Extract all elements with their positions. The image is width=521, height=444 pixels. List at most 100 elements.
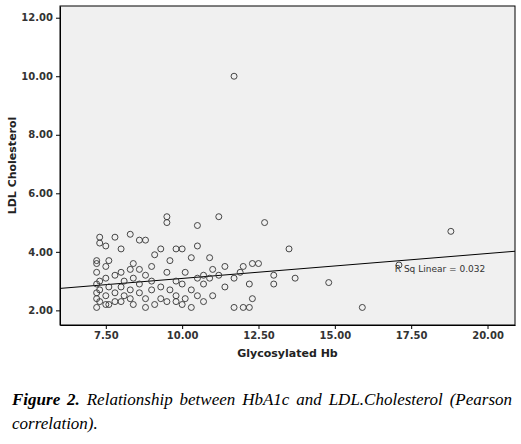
point — [173, 299, 179, 305]
y-tick-mark — [56, 135, 60, 136]
point — [127, 266, 133, 272]
point — [262, 220, 268, 226]
point — [231, 275, 237, 281]
point — [194, 243, 200, 249]
point — [97, 287, 103, 293]
point — [201, 299, 207, 305]
point — [194, 275, 200, 281]
y-tick-label: 6.00 — [28, 188, 53, 199]
point — [164, 220, 170, 226]
point — [182, 296, 188, 302]
point — [94, 269, 100, 275]
point — [103, 263, 109, 269]
point — [255, 261, 261, 267]
point — [179, 281, 185, 287]
point — [188, 304, 194, 310]
point — [173, 293, 179, 299]
point — [167, 287, 173, 293]
point — [210, 293, 216, 299]
marks — [60, 73, 515, 310]
point — [118, 269, 124, 275]
y-tick: 6.00 — [28, 188, 60, 199]
point — [97, 234, 103, 240]
point — [121, 293, 127, 299]
point — [94, 304, 100, 310]
x-tick-mark — [488, 325, 489, 329]
point — [103, 275, 109, 281]
x-tick-label: 17.50 — [396, 330, 428, 341]
point — [158, 246, 164, 252]
y-tick-mark — [56, 310, 60, 311]
point — [136, 237, 142, 243]
x-axis-title: Glycosylated Hb — [237, 347, 338, 360]
point — [118, 284, 124, 290]
y-tick-mark — [56, 252, 60, 253]
y-tick-mark — [56, 76, 60, 77]
caption-space — [80, 390, 87, 409]
point — [143, 296, 149, 302]
point — [164, 214, 170, 220]
x-tick-label: 15.00 — [320, 330, 352, 341]
point — [118, 299, 124, 305]
point — [292, 275, 298, 281]
x-axis-line — [61, 325, 516, 326]
y-tick-mark — [56, 18, 60, 19]
point — [121, 278, 127, 284]
x-tick-label: 7.50 — [94, 330, 119, 341]
point — [130, 261, 136, 267]
y-tick-label: 4.00 — [28, 247, 53, 258]
x-axis: 7.5010.0012.5015.0017.5020.00 — [61, 325, 516, 341]
point — [149, 278, 155, 284]
y-tick: 4.00 — [28, 247, 60, 258]
y-axis-line — [60, 7, 61, 326]
point — [167, 258, 173, 264]
point — [158, 284, 164, 290]
point — [201, 281, 207, 287]
y-tick-label: 2.00 — [28, 305, 53, 316]
point — [112, 299, 118, 305]
point — [136, 290, 142, 296]
point — [216, 272, 222, 278]
point — [97, 278, 103, 284]
point — [271, 281, 277, 287]
caption: Figure 2. Relationship between HbA1c and… — [12, 388, 512, 436]
point — [246, 304, 252, 310]
point — [188, 287, 194, 293]
y-tick-label: 8.00 — [28, 129, 53, 140]
point — [136, 281, 142, 287]
x-tick: 15.00 — [320, 325, 352, 341]
point — [94, 258, 100, 264]
point — [112, 234, 118, 240]
x-tick: 10.00 — [167, 325, 199, 341]
point — [179, 246, 185, 252]
point — [216, 214, 222, 220]
plot-area — [60, 6, 515, 325]
point — [97, 240, 103, 246]
y-tick-mark — [56, 193, 60, 194]
point — [286, 246, 292, 252]
point — [359, 304, 365, 310]
point — [249, 296, 255, 302]
point — [222, 263, 228, 269]
x-tick-label: 12.50 — [243, 330, 275, 341]
point — [182, 269, 188, 275]
point — [143, 237, 149, 243]
point — [194, 293, 200, 299]
point — [143, 272, 149, 278]
x-tick-mark — [411, 325, 412, 329]
caption-label: Figure 2. — [12, 390, 80, 409]
point — [246, 281, 252, 287]
point — [448, 228, 454, 234]
point — [188, 255, 194, 261]
point — [97, 299, 103, 305]
point — [136, 266, 142, 272]
x-tick-mark — [106, 325, 107, 329]
point — [173, 246, 179, 252]
point — [127, 231, 133, 237]
point — [207, 255, 213, 261]
point — [326, 280, 332, 286]
point — [149, 287, 155, 293]
point — [231, 304, 237, 310]
point — [118, 246, 124, 252]
y-tick: 8.00 — [28, 129, 60, 140]
